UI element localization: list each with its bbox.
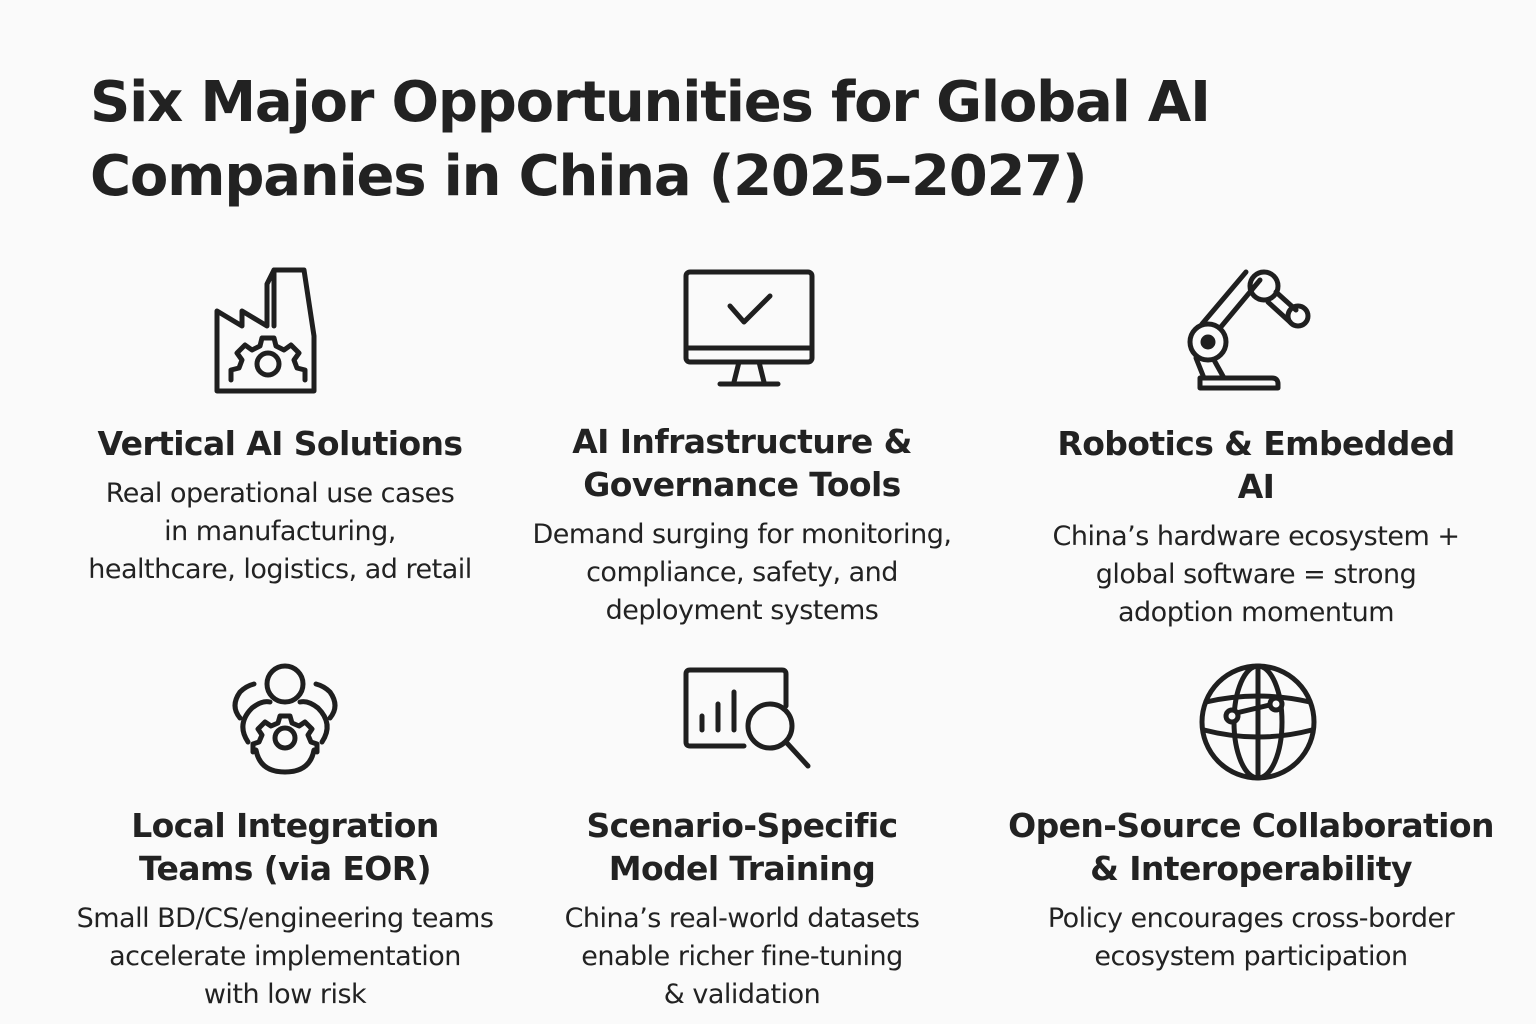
page-title: Six Major Opportunities for Global AI Co… — [90, 66, 1390, 214]
card-description: China’s real-world datasets enable riche… — [564, 903, 920, 1010]
card-title: Local Integration Teams (via EOR) — [131, 806, 439, 888]
card-description: Policy encourages cross-border ecosystem… — [1047, 903, 1455, 972]
factory-gear-icon — [212, 266, 320, 396]
card-description: Small BD/CS/engineering teams accelerate… — [76, 903, 494, 1010]
card-description: China’s hardware ecosystem + global soft… — [1052, 521, 1460, 628]
card-open-source: Open-Source Collaboration & Interoperabi… — [1006, 804, 1496, 976]
title-line-1: Six Major Opportunities for Global AI — [90, 70, 1211, 135]
card-vertical-ai: Vertical AI Solutions Real operational u… — [70, 422, 490, 589]
card-scenario-training: Scenario-Specific Model Training China’s… — [532, 804, 952, 1014]
team-gear-icon — [226, 662, 344, 778]
card-title: Robotics & Embedded AI — [1057, 424, 1455, 506]
title-line-2: Companies in China (2025–2027) — [90, 144, 1088, 209]
card-title: Open-Source Collaboration & Interoperabi… — [1008, 806, 1494, 888]
card-title: AI Infrastructure & Governance Tools — [572, 422, 912, 504]
card-ai-infrastructure: AI Infrastructure & Governance Tools Dem… — [532, 420, 952, 630]
monitor-check-icon — [682, 268, 816, 390]
chart-magnifier-icon — [682, 666, 814, 772]
card-description: Demand surging for monitoring, complianc… — [532, 519, 952, 626]
card-title: Scenario-Specific Model Training — [586, 806, 898, 888]
card-robotics: Robotics & Embedded AI China’s hardware … — [1046, 422, 1466, 632]
card-local-integration: Local Integration Teams (via EOR) Small … — [70, 804, 500, 1014]
globe-network-icon — [1196, 660, 1320, 784]
card-description: Real operational use cases in manufactur… — [88, 478, 472, 585]
card-title: Vertical AI Solutions — [97, 424, 464, 463]
robot-arm-icon — [1184, 266, 1318, 398]
